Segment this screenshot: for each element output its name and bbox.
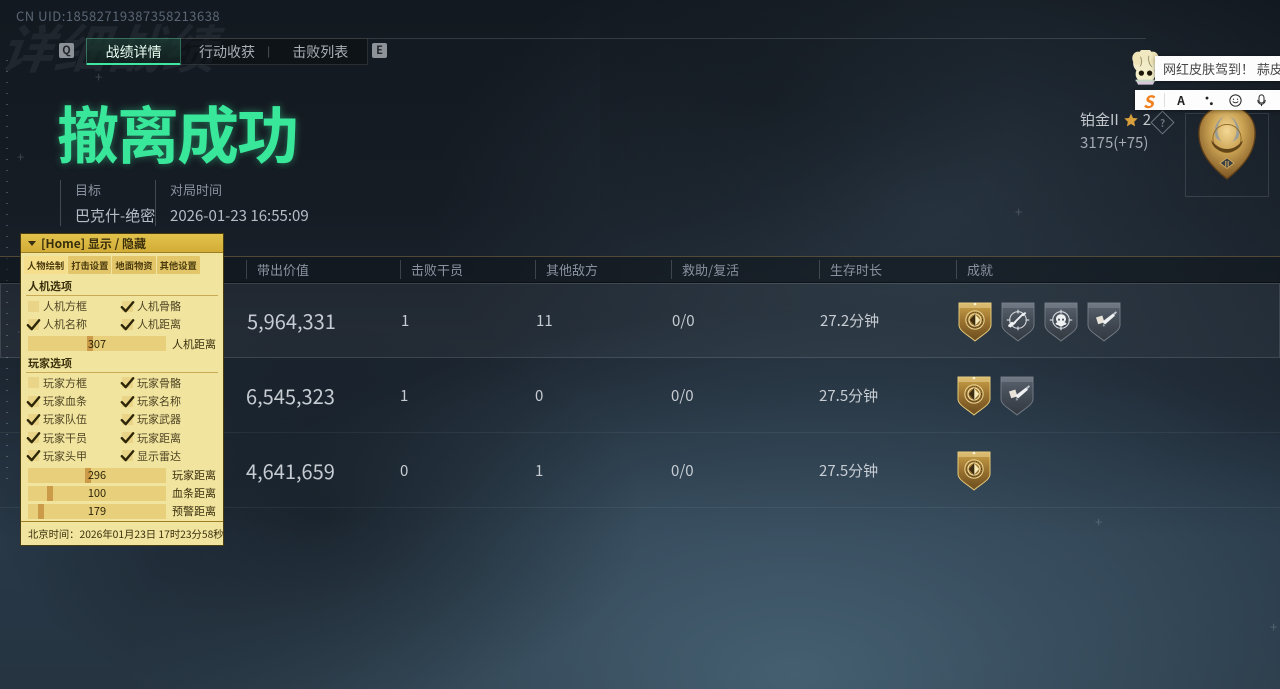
svg-text:A: A [1176,93,1185,108]
svg-text:II: II [1225,160,1230,170]
